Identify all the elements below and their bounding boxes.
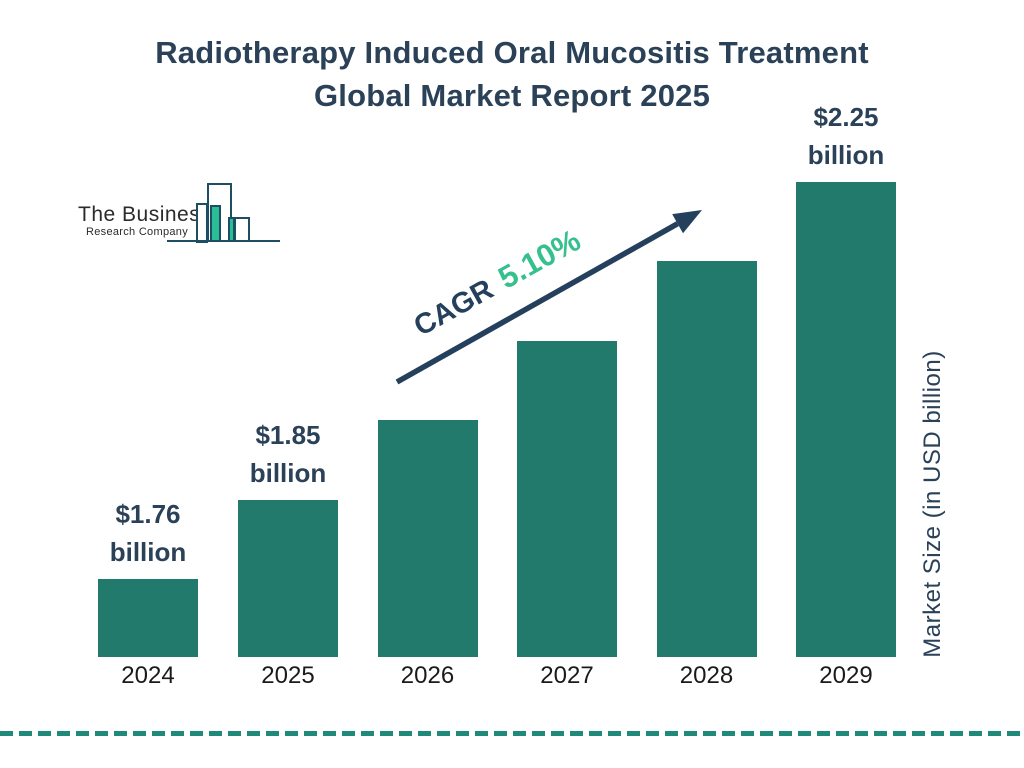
page-title: Radiotherapy Induced Oral Mucositis Trea… [0, 31, 1024, 117]
bar-2026 [377, 420, 478, 657]
bottom-dashed-divider [0, 731, 1024, 736]
logo-company-name: The Business [78, 203, 212, 226]
company-logo: The Business Research Company [78, 183, 288, 245]
logo-bar-chart-icon [234, 217, 250, 242]
bar-2025 [238, 500, 338, 657]
bar-value-amount: $2.25 [813, 102, 879, 132]
logo-baseline [167, 240, 280, 242]
x-tick-label: 2026 [400, 662, 455, 689]
page-title-line2: Global Market Report 2025 [313, 78, 711, 113]
bar-value-amount: $1.85 [255, 420, 321, 450]
logo-company-subname: Research Company [85, 226, 188, 238]
x-tick-label: 2027 [540, 662, 594, 689]
bar-2029 [796, 182, 896, 657]
bar-value-amount: $1.76 [115, 499, 181, 529]
bar-2024 [98, 579, 198, 657]
x-tick-label: 2029 [819, 662, 873, 689]
x-tick-label: 2025 [261, 662, 315, 689]
bar-value-unit: billion [807, 140, 885, 170]
bar-2027 [517, 341, 617, 657]
x-tick-label: 2024 [121, 662, 175, 689]
bar-value-label: $1.76 billion [63, 495, 233, 571]
growth-arrow-icon [395, 210, 702, 385]
bar-value-label: $2.25 billion [761, 98, 931, 174]
bar-value-label: $1.85 billion [203, 416, 373, 492]
bar-2028 [656, 261, 757, 657]
bar-value-unit: billion [249, 458, 327, 488]
x-tick-label: 2028 [679, 662, 734, 689]
logo-bar-chart-icon [210, 205, 221, 242]
page-title-line1: Radiotherapy Induced Oral Mucositis Trea… [155, 35, 869, 70]
bar-value-unit: billion [109, 537, 187, 567]
y-axis-label: Market Size (in USD billion) [919, 350, 946, 658]
